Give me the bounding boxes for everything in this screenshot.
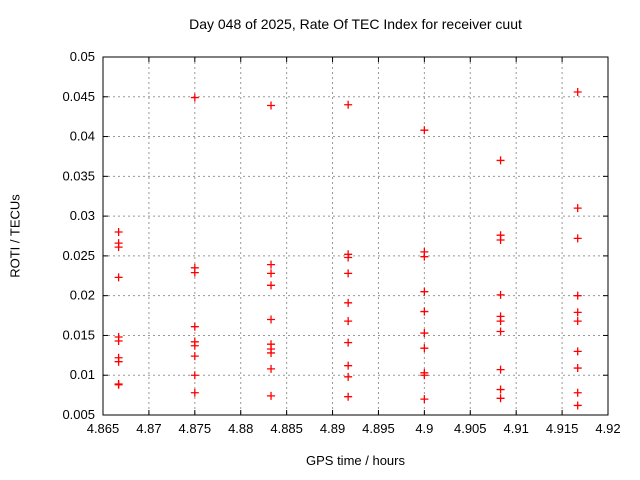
y-tick-label: 0.03 xyxy=(70,208,95,223)
data-point xyxy=(420,395,429,404)
x-tick-label: 4.875 xyxy=(179,421,212,436)
data-point xyxy=(496,156,505,165)
x-tick-label: 4.915 xyxy=(546,421,579,436)
data-point xyxy=(496,365,505,374)
data-point xyxy=(267,281,276,290)
data-point xyxy=(190,352,199,361)
x-axis-label: GPS time / hours xyxy=(306,453,405,468)
data-point xyxy=(344,253,353,262)
data-point xyxy=(267,269,276,278)
data-point xyxy=(420,287,429,296)
data-point xyxy=(190,341,199,350)
data-point xyxy=(190,371,199,380)
x-tick-label: 4.88 xyxy=(228,421,253,436)
x-tick-label: 4.87 xyxy=(136,421,161,436)
x-tick-label: 4.895 xyxy=(362,421,395,436)
y-tick-label: 0.025 xyxy=(62,248,95,263)
data-point xyxy=(496,235,505,244)
data-point xyxy=(573,388,582,397)
y-tick-label: 0.04 xyxy=(70,129,95,144)
x-tick-label: 4.89 xyxy=(320,421,345,436)
x-tick-label: 4.905 xyxy=(454,421,487,436)
y-tick-label: 0.045 xyxy=(62,89,95,104)
data-point xyxy=(114,337,123,346)
data-point xyxy=(114,228,123,237)
data-point xyxy=(267,101,276,110)
data-point xyxy=(573,347,582,356)
data-point xyxy=(114,243,123,252)
y-tick-label: 0.01 xyxy=(70,367,95,382)
data-point xyxy=(344,317,353,326)
data-point xyxy=(267,391,276,400)
data-point xyxy=(190,93,199,102)
data-point xyxy=(573,88,582,97)
data-point xyxy=(267,364,276,373)
data-point xyxy=(267,260,276,269)
data-point xyxy=(114,273,123,282)
data-point xyxy=(190,322,199,331)
data-point xyxy=(573,234,582,243)
data-point xyxy=(420,252,429,261)
data-point xyxy=(496,327,505,336)
data-point xyxy=(344,361,353,370)
x-tick-label: 4.865 xyxy=(87,421,120,436)
data-point xyxy=(190,388,199,397)
x-tick-label: 4.92 xyxy=(595,421,620,436)
data-point xyxy=(267,315,276,324)
y-tick-label: 0.02 xyxy=(70,288,95,303)
x-tick-label: 4.91 xyxy=(504,421,529,436)
data-point xyxy=(267,348,276,357)
plot-border xyxy=(102,56,609,416)
data-point xyxy=(420,344,429,353)
y-tick-label: 0.005 xyxy=(62,407,95,422)
x-tick-label: 4.9 xyxy=(415,421,433,436)
data-point xyxy=(496,394,505,403)
data-point xyxy=(573,401,582,410)
data-point xyxy=(114,357,123,366)
y-tick-label: 0.035 xyxy=(62,168,95,183)
chart-title: Day 048 of 2025, Rate Of TEC Index for r… xyxy=(189,16,522,32)
data-point xyxy=(344,100,353,109)
data-point xyxy=(496,385,505,394)
data-point xyxy=(573,204,582,213)
data-point xyxy=(344,338,353,347)
data-point xyxy=(420,307,429,316)
data-point xyxy=(496,317,505,326)
x-tick-label: 4.885 xyxy=(270,421,303,436)
data-point xyxy=(573,317,582,326)
data-point xyxy=(496,290,505,299)
y-tick-label: 0.05 xyxy=(70,49,95,64)
data-point xyxy=(344,298,353,307)
data-point xyxy=(420,329,429,338)
data-point xyxy=(114,380,123,389)
data-point xyxy=(344,372,353,381)
data-point xyxy=(573,364,582,373)
data-point xyxy=(344,392,353,401)
data-point xyxy=(420,371,429,380)
data-point xyxy=(573,291,582,300)
data-point xyxy=(420,126,429,135)
data-point xyxy=(573,308,582,317)
data-point xyxy=(344,269,353,278)
y-tick-label: 0.015 xyxy=(62,327,95,342)
data-point xyxy=(190,268,199,277)
